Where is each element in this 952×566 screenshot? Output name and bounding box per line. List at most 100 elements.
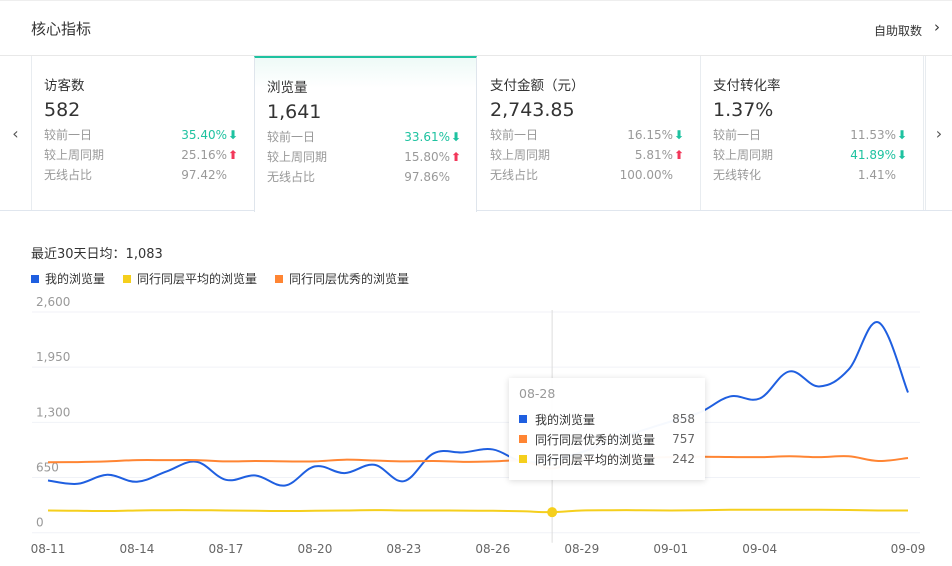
legend-swatch xyxy=(31,274,39,283)
compare-label: 较上周同期 xyxy=(267,150,328,164)
header: 核心指标 自助取数 › xyxy=(0,0,952,56)
legend-label: 同行同层平均的浏览量 xyxy=(137,272,258,286)
arrow-down-icon: ⬇ xyxy=(450,130,462,144)
compare-label: 较上周同期 xyxy=(713,148,774,162)
y-tick-label: 1,300 xyxy=(36,405,70,419)
arrow-up-icon: ⬆ xyxy=(673,148,685,162)
metric-card[interactable]: 访客数 582 较前一日 35.40% ⬇ 较上周同期 25.16% ⬆ 无线占比 97.42% xyxy=(32,56,255,210)
tooltip-value: 858 xyxy=(672,412,695,426)
metric-compare-row: 较上周同期 5.81% ⬆ xyxy=(490,145,685,165)
metric-cards: ‹ 访客数 582 较前一日 35.40% ⬇ 较上周同期 25.16% ⬆ 无线占比 97.42… xyxy=(0,56,952,212)
tooltip-swatch xyxy=(519,435,527,443)
spacer xyxy=(896,165,908,185)
compare-label: 无线占比 xyxy=(490,168,539,182)
next-arrow-icon[interactable]: › xyxy=(925,56,952,210)
arrow-up-icon: ⬆ xyxy=(227,148,239,162)
tooltip-swatch xyxy=(519,455,527,463)
y-tick-label: 2,600 xyxy=(36,295,70,309)
metric-compare-row: 较前一日 33.61% ⬇ xyxy=(267,127,462,147)
compare-label: 较上周同期 xyxy=(44,148,105,162)
compare-label: 较前一日 xyxy=(267,130,316,144)
y-tick-label: 1,950 xyxy=(36,350,70,364)
chart-tooltip: 08-28 我的浏览量 858 同行同层优秀的浏览量 757 同行同层平均的浏览量 2… xyxy=(509,378,705,480)
compare-label: 较前一日 xyxy=(490,128,539,142)
tooltip-row: 我的浏览量 858 xyxy=(519,409,695,429)
compare-label: 无线占比 xyxy=(44,168,93,182)
tooltip-series-name: 同行同层优秀的浏览量 xyxy=(535,432,656,447)
data-point xyxy=(547,507,558,518)
self-service-link[interactable]: 自助取数 xyxy=(873,24,922,38)
legend-swatch xyxy=(123,274,132,283)
metric-name: 支付转化率 xyxy=(713,78,781,94)
metric-compare-row: 无线占比 100.00% xyxy=(490,165,685,185)
compare-label: 较前一日 xyxy=(44,128,93,142)
metric-card[interactable]: 支付金额（元） 2,743.85 较前一日 16.15% ⬇ 较上周同期 5.81% ⬆ 无线占… xyxy=(478,56,701,210)
legend-item-mine[interactable]: 我的浏览量 xyxy=(31,270,105,287)
tooltip-series-name: 我的浏览量 xyxy=(535,412,596,427)
metric-card[interactable]: 浏览量 1,641 较前一日 33.61% ⬇ 较上周同期 15.80% ⬆ 无线占比 97.86… xyxy=(254,56,477,212)
metric-value: 582 xyxy=(44,99,81,121)
compare-value: 41.89% xyxy=(850,148,896,162)
metric-compare-row: 较前一日 11.53% ⬇ xyxy=(713,125,908,145)
series-line-1 xyxy=(47,508,909,514)
compare-value: 33.61% xyxy=(404,130,450,144)
arrow-down-icon: ⬇ xyxy=(673,128,685,142)
chart-legend: 我的浏览量 同行同层平均的浏览量 同行同层优秀的浏览量 xyxy=(31,270,409,287)
legend-item-excellent[interactable]: 同行同层优秀的浏览量 xyxy=(275,270,409,287)
metric-value: 1.37% xyxy=(713,99,774,121)
compare-value: 25.16% xyxy=(181,148,227,162)
x-tick-label: 09-09 xyxy=(891,542,926,556)
prev-arrow-icon[interactable]: ‹ xyxy=(0,56,32,210)
x-tick-label: 09-04 xyxy=(742,542,777,556)
x-tick-label: 08-29 xyxy=(564,542,599,556)
compare-label: 无线转化 xyxy=(713,168,762,182)
y-tick-label: 650 xyxy=(36,461,59,475)
metric-compare-row: 无线占比 97.86% xyxy=(267,167,462,187)
compare-label: 较上周同期 xyxy=(490,148,551,162)
compare-label: 较前一日 xyxy=(713,128,762,142)
metric-name: 访客数 xyxy=(44,78,85,94)
chevron-right-icon[interactable]: › xyxy=(934,18,940,36)
metric-compare-row: 较上周同期 25.16% ⬆ xyxy=(44,145,239,165)
x-tick-label: 08-17 xyxy=(208,542,243,556)
compare-label: 无线占比 xyxy=(267,170,316,184)
legend-label: 同行同层优秀的浏览量 xyxy=(289,272,410,286)
series-line-0 xyxy=(47,321,909,487)
compare-value: 1.41% xyxy=(857,168,896,182)
tooltip-date: 08-28 xyxy=(519,386,556,401)
metric-value: 2,743.85 xyxy=(490,99,575,121)
metric-compare-row: 较前一日 35.40% ⬇ xyxy=(44,125,239,145)
series-line-2 xyxy=(47,455,909,470)
y-tick-label: 0 xyxy=(36,516,44,530)
compare-value: 97.86% xyxy=(404,170,450,184)
compare-value: 15.80% xyxy=(404,150,450,164)
metric-card[interactable]: 支付转化率 1.37% 较前一日 11.53% ⬇ 较上周同期 41.89% ⬇ 无线转化 1.4… xyxy=(701,56,924,210)
compare-value: 97.42% xyxy=(181,168,227,182)
legend-item-average[interactable]: 同行同层平均的浏览量 xyxy=(123,270,257,287)
spacer xyxy=(673,165,685,185)
metric-value: 1,641 xyxy=(267,101,322,123)
x-tick-label: 08-14 xyxy=(120,542,155,556)
compare-value: 11.53% xyxy=(850,128,896,142)
compare-value: 100.00% xyxy=(619,168,673,182)
spacer xyxy=(450,167,462,187)
legend-swatch xyxy=(275,274,284,283)
legend-label: 我的浏览量 xyxy=(45,272,106,286)
daily-average: 最近30天日均：1,083 xyxy=(31,247,163,262)
spacer xyxy=(227,165,239,185)
tooltip-row: 同行同层优秀的浏览量 757 xyxy=(519,429,695,449)
x-tick-label: 08-11 xyxy=(31,542,66,556)
tooltip-series-name: 同行同层平均的浏览量 xyxy=(535,452,656,467)
section-title: 核心指标 xyxy=(31,20,92,38)
arrow-down-icon: ⬇ xyxy=(896,128,908,142)
metric-compare-row: 较上周同期 15.80% ⬆ xyxy=(267,147,462,167)
arrow-down-icon: ⬇ xyxy=(896,148,908,162)
tooltip-row: 同行同层平均的浏览量 242 xyxy=(519,449,695,469)
metric-compare-row: 无线占比 97.42% xyxy=(44,165,239,185)
tooltip-value: 242 xyxy=(672,452,695,466)
x-tick-label: 09-01 xyxy=(653,542,688,556)
tooltip-swatch xyxy=(519,415,527,423)
metric-name: 浏览量 xyxy=(267,80,308,96)
compare-value: 5.81% xyxy=(634,148,673,162)
line-chart[interactable]: 0 650 1,300 1,950 2,600 08-11 08-14 08-17 08-20 0… xyxy=(0,290,952,566)
